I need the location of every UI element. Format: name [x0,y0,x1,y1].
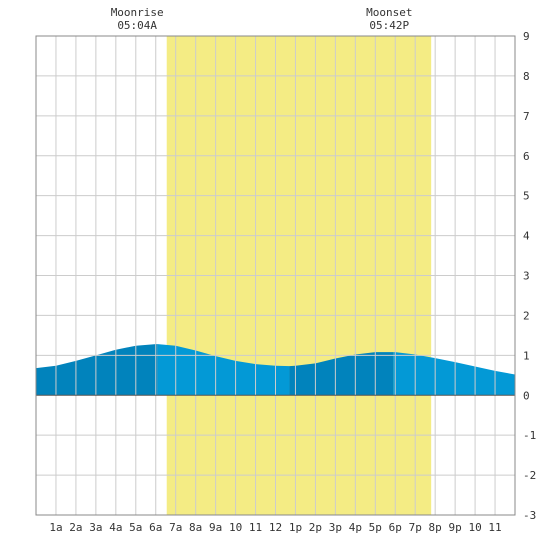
x-tick-label: 12 [269,521,282,534]
y-tick-label: 7 [523,110,530,123]
x-tick-label: 11 [249,521,262,534]
y-tick-label: -3 [523,509,536,522]
x-tick-label: 1p [289,521,302,534]
y-tick-label: 2 [523,309,530,322]
x-tick-label: 1a [49,521,62,534]
y-tick-label: 6 [523,150,530,163]
x-tick-label: 5p [369,521,382,534]
x-tick-label: 8p [429,521,442,534]
x-tick-label: 4a [109,521,122,534]
x-tick-label: 9a [209,521,222,534]
x-tick-label: 4p [349,521,362,534]
x-tick-label: 3p [329,521,342,534]
y-tick-label: -2 [523,469,536,482]
x-tick-label: 6a [149,521,162,534]
x-tick-label: 8a [189,521,202,534]
y-tick-label: 9 [523,30,530,43]
moonrise-time: 05:04A [117,19,157,32]
x-tick-label: 5a [129,521,142,534]
x-tick-label: 3a [89,521,102,534]
moonset-time: 05:42P [369,19,409,32]
x-tick-label: 7p [409,521,422,534]
x-tick-label: 10 [229,521,242,534]
x-tick-label: 2a [69,521,82,534]
moonrise-label: Moonrise [111,6,164,19]
x-tick-label: 9p [449,521,462,534]
y-tick-label: 4 [523,230,530,243]
y-tick-label: 5 [523,190,530,203]
x-tick-label: 6p [389,521,402,534]
y-tick-label: 0 [523,389,530,402]
tide-segment-1 [36,344,158,396]
plot-frame [35,35,516,516]
tide-segment-4 [393,352,515,396]
x-tick-label: 10 [468,521,481,534]
y-tick-label: 3 [523,270,530,283]
x-tick-label: 7a [169,521,182,534]
y-tick-label: 8 [523,70,530,83]
tide-segment-2 [157,344,290,396]
y-tick-label: -1 [523,429,536,442]
y-tick-label: 1 [523,349,530,362]
x-tick-label: 11 [488,521,501,534]
moonset-label: Moonset [366,6,412,19]
x-tick-label: 2p [309,521,322,534]
